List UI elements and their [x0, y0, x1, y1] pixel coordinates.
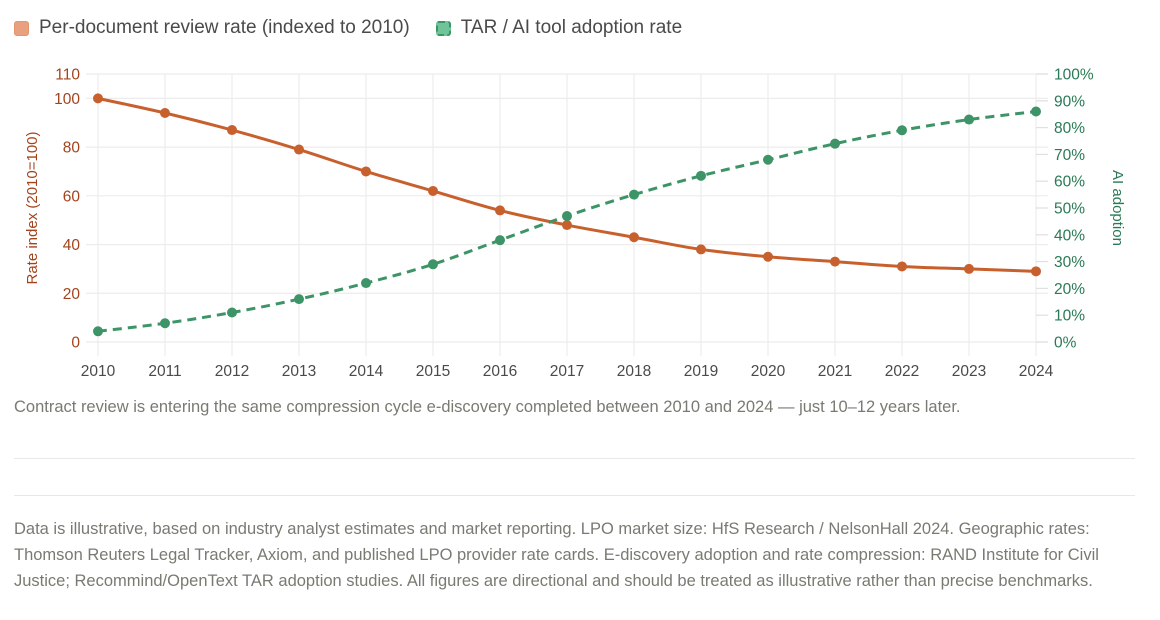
- adoption-rate-point: [696, 170, 706, 181]
- review-rate-point: [830, 256, 840, 267]
- legend-label: Per-document review rate (indexed to 201…: [39, 17, 410, 38]
- divider: [14, 495, 1135, 496]
- right-tick-label: 20%: [1054, 281, 1085, 298]
- x-tick-label: 2014: [349, 363, 384, 380]
- x-tick-label: 2011: [148, 363, 181, 380]
- adoption-rate-point: [830, 138, 840, 149]
- left-tick-label: 0: [71, 335, 80, 352]
- right-tick-label: 40%: [1054, 227, 1085, 244]
- x-tick-label: 2017: [550, 363, 584, 380]
- right-tick-label: 30%: [1054, 254, 1085, 271]
- review-rate-point: [629, 232, 639, 243]
- x-tick-label: 2013: [282, 363, 316, 380]
- series-layer: [93, 93, 1041, 337]
- review-rate-point: [696, 244, 706, 255]
- x-axis: 2010 2011 2012 2013 2014 2015 2016 2017 2018 2019…: [81, 363, 1054, 380]
- left-tick-label: 100: [54, 91, 80, 108]
- x-tick-label: 2010: [81, 363, 116, 380]
- left-tick-label: 80: [63, 140, 81, 157]
- adoption-rate-point: [160, 318, 170, 329]
- x-tick-label: 2015: [416, 363, 450, 380]
- x-tick-label: 2018: [617, 363, 651, 380]
- x-tick-label: 2023: [952, 363, 986, 380]
- solid-swatch-icon: [14, 20, 29, 36]
- legend-item-review-rate[interactable]: Per-document review rate (indexed to 201…: [14, 17, 410, 39]
- right-tick-label: 0%: [1054, 335, 1077, 352]
- review-rate-point: [93, 93, 103, 104]
- left-tick-label: 60: [63, 188, 81, 205]
- right-tick-label: 100%: [1054, 67, 1094, 84]
- adoption-rate-point: [964, 114, 974, 125]
- review-rate-point: [964, 263, 974, 274]
- right-axis-title: AI adoption: [1109, 170, 1126, 246]
- adoption-rate-point: [763, 154, 773, 165]
- adoption-rate-point: [897, 125, 907, 136]
- right-tick-label: 60%: [1054, 174, 1085, 191]
- legend-item-adoption[interactable]: TAR / AI tool adoption rate: [435, 17, 683, 39]
- review-rate-point: [562, 220, 572, 231]
- chart-caption: Contract review is entering the same com…: [14, 398, 961, 416]
- x-tick-label: 2020: [751, 363, 786, 380]
- dashed-swatch-icon: [435, 20, 451, 36]
- review-rate-point: [361, 166, 371, 177]
- left-tick-label: 20: [63, 286, 81, 303]
- review-rate-point: [1031, 266, 1041, 277]
- adoption-rate-point: [495, 235, 505, 246]
- adoption-rate-point: [562, 211, 572, 222]
- x-tick-label: 2016: [483, 363, 517, 380]
- review-rate-point: [227, 125, 237, 136]
- review-rate-point: [763, 251, 773, 262]
- x-tick-label: 2021: [818, 363, 852, 380]
- adoption-rate-point: [1031, 106, 1041, 117]
- review-rate-point: [160, 107, 170, 118]
- right-axis: 0% 10% 20% 30% 40% 50% 60% 70% 80% 90% 100%: [1036, 67, 1094, 352]
- right-tick-label: 70%: [1054, 147, 1085, 164]
- right-tick-label: 10%: [1054, 308, 1085, 325]
- right-tick-label: 50%: [1054, 201, 1085, 218]
- left-tick-label: 40: [63, 237, 81, 254]
- adoption-rate-point: [629, 189, 639, 200]
- adoption-rate-point: [227, 307, 237, 318]
- x-tick-label: 2022: [885, 363, 919, 380]
- x-tick-label: 2012: [215, 363, 249, 380]
- left-axis-title: Rate index (2010=100): [24, 131, 41, 284]
- adoption-rate-point: [361, 278, 371, 289]
- x-tick-label: 2024: [1019, 363, 1054, 380]
- right-tick-label: 80%: [1054, 120, 1085, 137]
- review-rate-point: [495, 205, 505, 216]
- line-chart: 0 20 40 60 80 100 110 0% 10% 20% 30% 40% 50% 60% 70% 8…: [24, 67, 1126, 381]
- x-tick-label: 2019: [684, 363, 718, 380]
- source-notes: Data is illustrative, based on industry …: [14, 520, 1099, 590]
- adoption-rate-point: [294, 294, 304, 305]
- adoption-rate-point: [93, 326, 103, 337]
- legend-label: TAR / AI tool adoption rate: [460, 17, 683, 38]
- chart-legend: Per-document review rate (indexed to 201…: [14, 17, 708, 39]
- right-tick-label: 90%: [1054, 93, 1085, 110]
- review-rate-point: [897, 261, 907, 272]
- adoption-rate-point: [428, 259, 438, 270]
- left-axis: 0 20 40 60 80 100 110: [54, 67, 80, 352]
- review-rate-point: [294, 144, 304, 155]
- review-rate-point: [428, 185, 438, 196]
- left-tick-label: 110: [55, 67, 80, 84]
- divider: [14, 458, 1135, 459]
